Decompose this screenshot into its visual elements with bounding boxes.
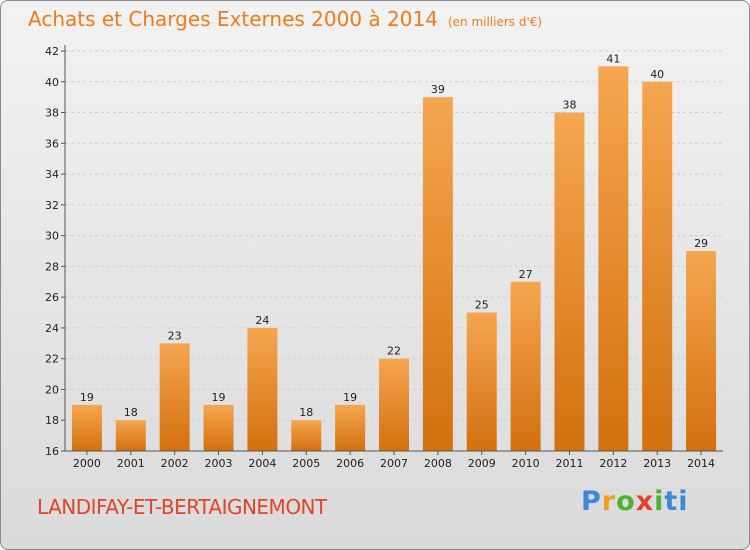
bar xyxy=(71,404,102,451)
bar xyxy=(159,343,190,451)
y-tick-label: 36 xyxy=(45,137,59,150)
bar xyxy=(466,312,497,451)
x-tick-label: 2011 xyxy=(555,457,583,470)
bar-value-label: 19 xyxy=(343,391,357,404)
bar-value-label: 22 xyxy=(387,345,401,358)
x-tick-label: 2000 xyxy=(73,457,101,470)
y-tick-label: 34 xyxy=(45,168,59,181)
bar xyxy=(203,404,234,451)
bar-value-label: 41 xyxy=(606,52,620,65)
y-tick-label: 30 xyxy=(45,230,59,243)
bar xyxy=(422,97,453,452)
bar-value-label: 18 xyxy=(124,406,138,419)
y-tick-label: 42 xyxy=(45,45,59,58)
bar-value-label: 40 xyxy=(650,68,664,81)
y-tick-label: 24 xyxy=(45,322,59,335)
bar-value-label: 24 xyxy=(255,314,269,327)
bar xyxy=(510,281,541,451)
bar xyxy=(686,251,717,451)
bar xyxy=(642,81,673,452)
y-tick-label: 40 xyxy=(45,76,59,89)
y-tick-label: 26 xyxy=(45,291,59,304)
bar-value-label: 19 xyxy=(212,391,226,404)
x-tick-label: 2003 xyxy=(205,457,233,470)
bar-value-label: 27 xyxy=(519,268,533,281)
bar xyxy=(598,66,629,451)
x-tick-label: 2010 xyxy=(512,457,540,470)
bar-value-label: 38 xyxy=(562,99,576,112)
bar xyxy=(554,112,585,452)
x-tick-label: 2002 xyxy=(161,457,189,470)
y-tick-label: 38 xyxy=(45,107,59,120)
chart-title-text: Achats et Charges Externes 2000 à 2014 xyxy=(28,7,438,31)
bar-value-label: 18 xyxy=(299,406,313,419)
bar xyxy=(379,358,409,451)
x-tick-label: 2006 xyxy=(336,457,364,470)
bar xyxy=(335,404,366,451)
bars: 19 18 23 19 24 18 19 22 39 25 27 38 41 40 29 xyxy=(71,52,717,452)
bar-value-label: 19 xyxy=(80,391,94,404)
bar-value-label: 29 xyxy=(694,237,708,250)
y-tick-label: 22 xyxy=(45,353,59,366)
y-tick-label: 32 xyxy=(45,199,59,212)
chart-subtitle: (en milliers d'€) xyxy=(447,15,543,29)
y-tick-label: 20 xyxy=(45,383,59,396)
proxiti-logo: Proxiti xyxy=(581,486,689,517)
chart-title: Achats et Charges Externes 2000 à 2014 (e… xyxy=(28,7,542,31)
x-tick-label: 2001 xyxy=(117,457,145,470)
bar xyxy=(115,420,146,451)
x-tick-label: 2012 xyxy=(599,457,627,470)
bar xyxy=(291,420,322,451)
bar-value-label: 23 xyxy=(168,329,182,342)
bar xyxy=(247,327,278,451)
bar-value-label: 39 xyxy=(431,83,445,96)
x-tick-label: 2004 xyxy=(248,457,276,470)
x-tick-label: 2014 xyxy=(687,457,715,470)
x-axis: 2000 2001 2002 2003 2004 2005 2006 2007 2008 2009… xyxy=(65,450,723,470)
town-name: LANDIFAY-ET-BERTAIGNEMONT xyxy=(37,495,327,519)
x-tick-label: 2005 xyxy=(292,457,320,470)
y-tick-label: 28 xyxy=(45,260,59,273)
y-axis: 16 18 20 22 24 26 28 30 32 34 36 38 40 42 xyxy=(45,45,66,458)
y-tick-label: 16 xyxy=(45,445,59,458)
bar-value-label: 25 xyxy=(475,299,489,312)
y-tick-label: 18 xyxy=(45,414,59,427)
x-tick-label: 2008 xyxy=(424,457,452,470)
x-tick-label: 2009 xyxy=(468,457,496,470)
x-tick-label: 2007 xyxy=(380,457,408,470)
x-tick-label: 2013 xyxy=(643,457,671,470)
